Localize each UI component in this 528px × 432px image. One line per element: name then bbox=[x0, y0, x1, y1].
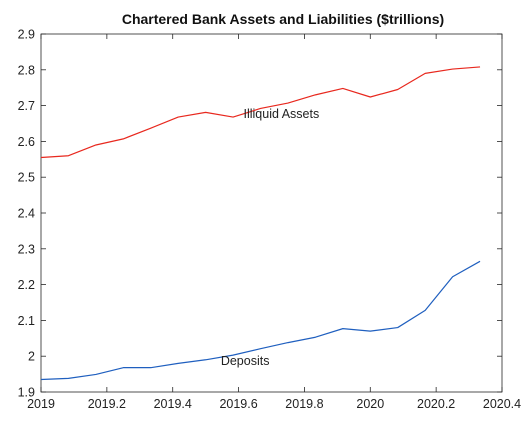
x-tick-label: 2019 bbox=[27, 397, 55, 411]
annotations: Illiquid Assets Deposits bbox=[221, 107, 319, 368]
y-tick-label: 2.6 bbox=[18, 135, 35, 149]
plot-frame bbox=[40, 33, 503, 393]
x-tick-label: 2019.4 bbox=[154, 397, 192, 411]
y-tick-label: 2.7 bbox=[18, 99, 35, 113]
series-illiquid-assets bbox=[40, 66, 481, 159]
y-tick-label: 2.5 bbox=[18, 171, 35, 185]
x-tick-label: 2020.2 bbox=[417, 397, 455, 411]
y-tick-label: 2.4 bbox=[18, 207, 35, 221]
y-tick-label: 2 bbox=[28, 350, 35, 364]
annotation-label: Illiquid Assets bbox=[244, 107, 320, 121]
x-tick-label: 2020.4 bbox=[483, 397, 521, 411]
y-tick-label: 2.1 bbox=[18, 314, 35, 328]
y-tick-label: 2.3 bbox=[18, 242, 35, 256]
y-tick-label: 1.9 bbox=[18, 386, 35, 400]
y-tick-label: 2.9 bbox=[18, 28, 35, 42]
series-deposits bbox=[40, 260, 481, 381]
annotation-label: Deposits bbox=[221, 354, 270, 368]
x-tick-label: 2019.2 bbox=[88, 397, 126, 411]
x-tick-label: 2020 bbox=[356, 397, 384, 411]
y-tick-label: 2.2 bbox=[18, 278, 35, 292]
x-tick-label: 2019.6 bbox=[219, 397, 257, 411]
axes: 2019 2019.2 2019.4 2019.6 2019.8 2020 2020.2 20… bbox=[18, 28, 522, 412]
y-tick-label: 2.8 bbox=[18, 63, 35, 77]
chart-title: Chartered Bank Assets and Liabilities ($… bbox=[122, 11, 444, 27]
series-layer bbox=[40, 66, 481, 381]
x-tick-label: 2019.8 bbox=[285, 397, 323, 411]
